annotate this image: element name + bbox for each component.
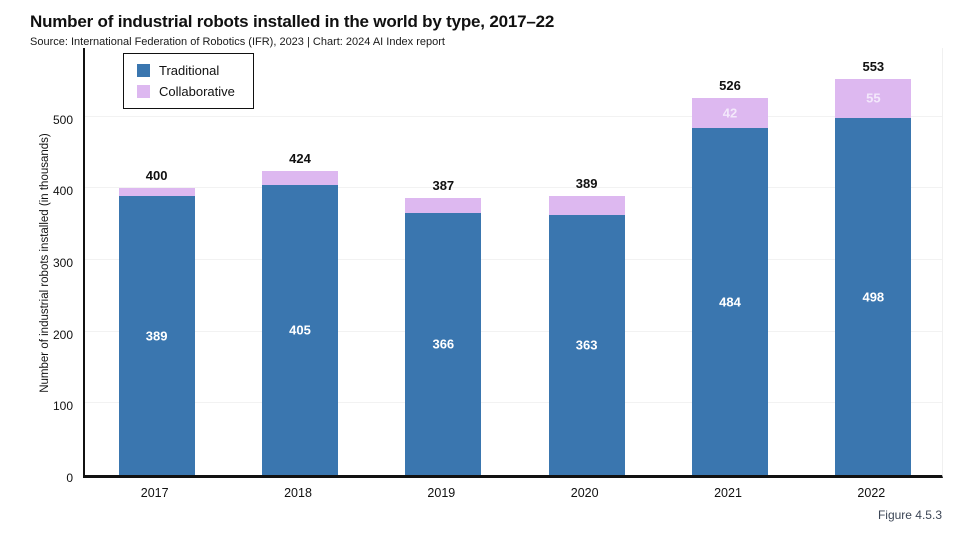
bar-total-label: 553: [862, 58, 885, 74]
segment-value-label: 498: [862, 289, 885, 305]
bar-total-label: 526: [719, 78, 741, 94]
segment-value-label: 389: [145, 328, 168, 344]
y-tick-label: 0: [66, 471, 73, 485]
y-tick-label: 300: [52, 256, 73, 270]
legend-item-traditional: Traditional: [137, 63, 235, 78]
bar-total-label: 387: [432, 177, 455, 193]
segment-value-label: 366: [432, 336, 455, 352]
legend-swatch-icon: [137, 64, 150, 77]
x-tick-label-2018: 2018: [284, 486, 312, 500]
bar-group-2018: 405 424: [262, 45, 338, 475]
bar-segment-collaborative-2020: [548, 196, 625, 215]
bar-group-2021: 484 42 526: [692, 45, 768, 475]
y-tick-label: 200: [52, 327, 73, 342]
segment-value-label: 405: [289, 322, 311, 338]
bar-segment-traditional-2021: [692, 128, 768, 475]
legend-swatch-icon: [137, 85, 150, 98]
gridline: [85, 402, 942, 404]
bar-segment-traditional-2022: [835, 118, 912, 475]
bar-total-label: 424: [289, 151, 311, 167]
chart-subtitle: Source: International Federation of Robo…: [30, 36, 445, 48]
gridline: [85, 187, 942, 189]
segment-value-label: 55: [866, 90, 881, 106]
bar-segment-traditional-2019: [405, 212, 482, 475]
figure-caption: Figure 4.5.3: [877, 508, 942, 522]
bar-segment-collaborative-2017: [118, 188, 195, 197]
bar-group-2020: 363 389: [548, 45, 625, 475]
bar-segment-traditional-2018: [262, 184, 338, 475]
segment-value-label: 363: [575, 337, 598, 353]
bar-group-2022: 498 55 553: [835, 45, 912, 475]
legend-label: Traditional: [159, 63, 220, 78]
legend: Traditional Collaborative: [123, 53, 254, 109]
bar-segment-collaborative-2021: [692, 98, 768, 129]
segment-value-label: 484: [719, 294, 741, 310]
y-tick-label: 500: [52, 112, 73, 127]
x-tick-label-2020: 2020: [570, 486, 599, 500]
bar-total-label: 389: [575, 176, 598, 192]
gridline: [85, 259, 942, 260]
segment-value-label: 42: [722, 105, 738, 121]
x-tick-label-2017: 2017: [140, 486, 169, 500]
x-tick-label-2021: 2021: [714, 486, 742, 500]
bar-segment-collaborative-2022: [835, 78, 912, 119]
bar-segment-collaborative-2018: [262, 171, 338, 185]
x-tick-label-2022: 2022: [857, 486, 886, 500]
bar-segment-traditional-2017: [118, 196, 195, 475]
x-tick-label-2019: 2019: [427, 486, 456, 500]
bar-segment-traditional-2020: [548, 214, 625, 475]
gridline: [85, 330, 942, 332]
plot-area: 389 400 405 424 366 387 363 389 484 42 526 498 55 553: [83, 48, 943, 478]
chart-title: Number of industrial robots installed in…: [30, 12, 555, 31]
y-tick-label: 100: [52, 399, 73, 414]
bar-group-2019: 366 387: [405, 45, 482, 475]
bar-total-label: 400: [145, 168, 168, 184]
gridline: [85, 115, 942, 117]
bar-segment-collaborative-2019: [405, 197, 482, 213]
legend-item-collaborative: Collaborative: [137, 84, 235, 99]
legend-label: Collaborative: [159, 84, 235, 99]
bar-group-2017: 389 400: [118, 45, 195, 475]
y-tick-label: 400: [52, 184, 73, 199]
